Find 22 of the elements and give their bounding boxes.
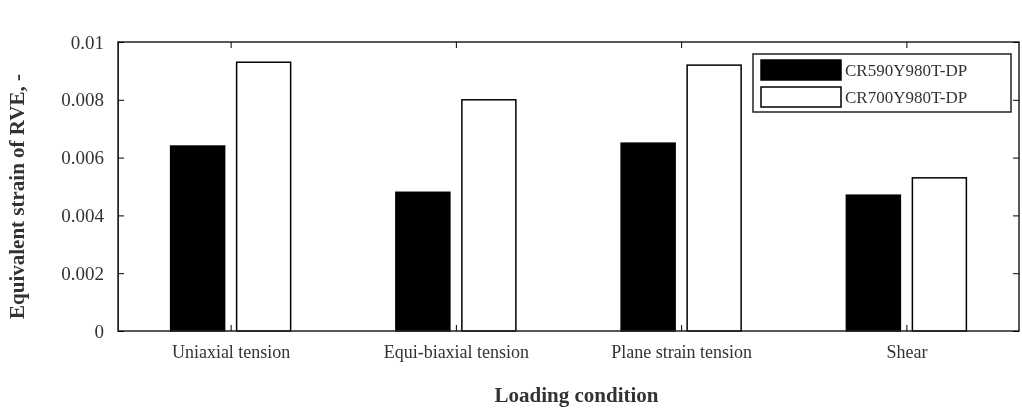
x-tick-label: Equi-biaxial tension: [383, 341, 530, 362]
y-axis-title: Equivalent strain of RVE, -: [5, 74, 29, 319]
y-tick-label: 0.002: [61, 262, 104, 284]
x-tick-label: Shear: [886, 341, 928, 362]
y-tick-label: 0.01: [70, 31, 104, 53]
bar: [169, 145, 226, 332]
bar: [911, 177, 968, 332]
legend-label: CR590Y980T-DP: [845, 61, 968, 80]
y-tick-label: 0: [94, 320, 104, 342]
x-tick-label: Plane strain tension: [611, 341, 753, 362]
bar: [235, 61, 292, 332]
bar: [686, 64, 742, 332]
legend-label: CR700Y980T-DP: [845, 88, 968, 107]
bar: [620, 142, 676, 332]
y-tick-label: 0.004: [61, 204, 105, 226]
x-tick-label: Uniaxial tension: [171, 341, 291, 362]
y-tick-label: 0.006: [61, 147, 104, 169]
bar: [395, 191, 451, 332]
bar: [461, 99, 517, 332]
y-tick-label: 0.008: [61, 89, 104, 111]
bar: [845, 194, 902, 332]
x-axis-title: Loading condition: [494, 383, 659, 407]
